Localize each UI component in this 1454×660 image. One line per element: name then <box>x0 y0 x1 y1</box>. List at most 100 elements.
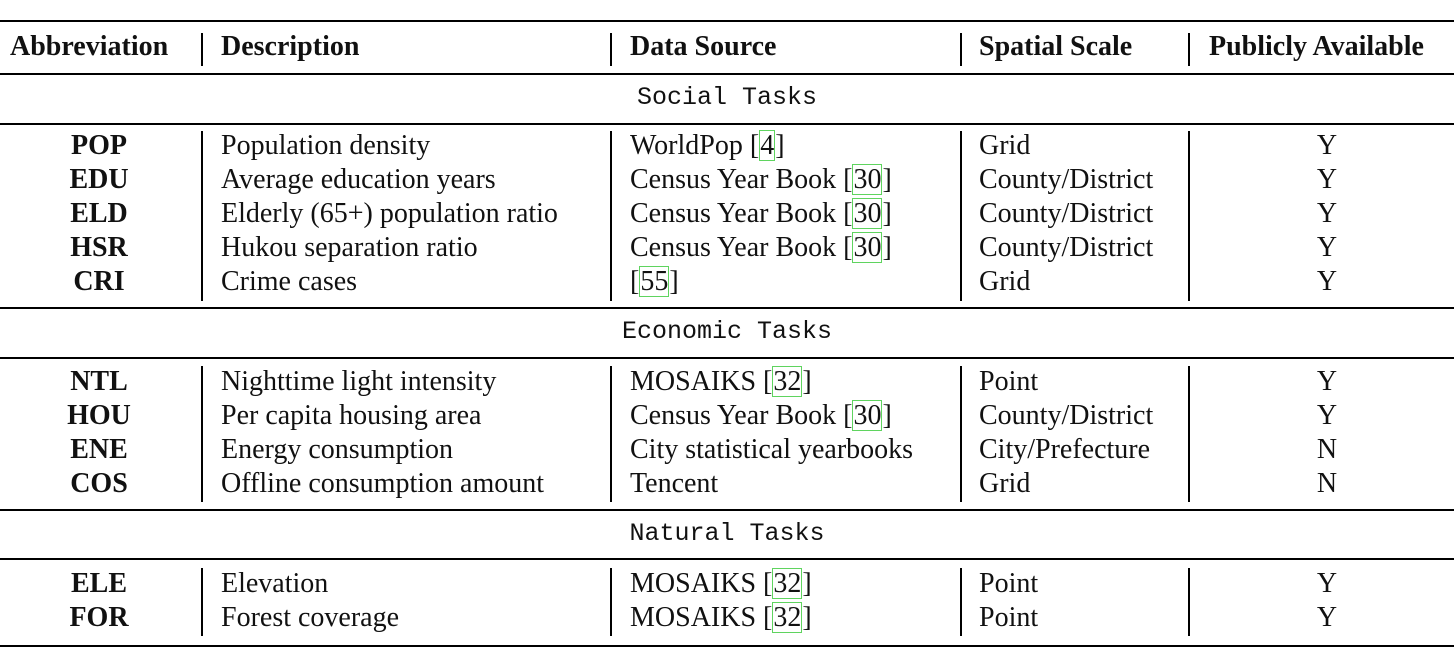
economic-divider <box>201 366 203 502</box>
header-spatial-scale: Spatial Scale <box>979 31 1133 62</box>
social-divider <box>201 131 203 301</box>
natural-divider <box>960 568 962 636</box>
citation-link[interactable]: 32 <box>772 568 803 599</box>
description-cell: Crime cases <box>221 266 358 297</box>
spatial-scale-cell: County/District <box>979 400 1154 431</box>
section-rule <box>0 509 1454 511</box>
description-cell: Forest coverage <box>221 602 400 633</box>
description-cell: Elevation <box>221 568 329 599</box>
data-source-cell: Census Year Book [30] <box>630 198 892 229</box>
table-row: ELD Elderly (65+) population ratio Censu… <box>0 197 1454 231</box>
header-abbreviation: Abbreviation <box>10 31 169 62</box>
table-row: COS Offline consumption amount Tencent G… <box>0 467 1454 501</box>
table-row: HSR Hukou separation ratio Census Year B… <box>0 231 1454 265</box>
publicly-available-cell: Y <box>1316 400 1338 431</box>
description-cell: Average education years <box>221 164 496 195</box>
abbreviation-cell: HOU <box>67 400 131 431</box>
section-rule <box>0 558 1454 560</box>
top-rule <box>0 20 1454 22</box>
table-row: CRI Crime cases [55] Grid Y <box>0 265 1454 299</box>
spatial-scale-cell: Point <box>979 602 1039 633</box>
table-row: FOR Forest coverage MOSAIKS [32] Point Y <box>0 601 1454 635</box>
publicly-available-cell: Y <box>1316 366 1338 397</box>
spatial-scale-cell: Point <box>979 568 1039 599</box>
table-row: EDU Average education years Census Year … <box>0 163 1454 197</box>
header-divider <box>610 33 612 66</box>
header-divider <box>1188 33 1190 66</box>
spatial-scale-cell: Point <box>979 366 1039 397</box>
publicly-available-cell: N <box>1316 468 1338 499</box>
spatial-scale-cell: County/District <box>979 198 1154 229</box>
spatial-scale-cell: Grid <box>979 266 1031 297</box>
citation-link[interactable]: 30 <box>852 164 883 195</box>
publicly-available-cell: Y <box>1316 266 1338 297</box>
citation-link[interactable]: 30 <box>852 198 883 229</box>
description-cell: Population density <box>221 130 431 161</box>
economic-divider <box>960 366 962 502</box>
natural-divider <box>1188 568 1190 636</box>
abbreviation-cell: ENE <box>70 434 128 465</box>
natural-divider <box>201 568 203 636</box>
table-row: NTL Nighttime light intensity MOSAIKS [3… <box>0 365 1454 399</box>
data-source-cell: Census Year Book [30] <box>630 400 892 431</box>
header-data-source: Data Source <box>630 31 777 62</box>
section-rule <box>0 123 1454 125</box>
data-source-cell: Tencent <box>630 468 719 499</box>
abbreviation-cell: ELD <box>70 198 128 229</box>
source-text: MOSAIKS <box>630 366 757 397</box>
spatial-scale-cell: Grid <box>979 130 1031 161</box>
data-source-cell: Census Year Book [30] <box>630 232 892 263</box>
publicly-available-cell: Y <box>1316 602 1338 633</box>
social-divider <box>960 131 962 301</box>
abbreviation-cell: NTL <box>70 366 128 397</box>
section-title-social: Social Tasks <box>636 83 818 112</box>
social-divider <box>610 131 612 301</box>
economic-divider <box>1188 366 1190 502</box>
table-row: HOU Per capita housing area Census Year … <box>0 399 1454 433</box>
citation-link[interactable]: 55 <box>639 266 670 297</box>
header-divider <box>960 33 962 66</box>
table-row: POP Population density WorldPop [4] Grid… <box>0 129 1454 163</box>
abbreviation-cell: EDU <box>69 164 129 195</box>
publicly-available-cell: Y <box>1316 568 1338 599</box>
citation-link[interactable]: 30 <box>852 400 883 431</box>
description-cell: Energy consumption <box>221 434 454 465</box>
publicly-available-cell: Y <box>1316 198 1338 229</box>
header-description: Description <box>221 31 360 62</box>
header-publicly-available: Publicly Available <box>1209 31 1424 62</box>
abbreviation-cell: COS <box>70 468 128 499</box>
data-source-cell: WorldPop [4] <box>630 130 785 161</box>
source-text: Census Year Book <box>630 232 837 263</box>
data-source-cell: MOSAIKS [32] <box>630 366 812 397</box>
data-source-cell: [55] <box>630 266 679 297</box>
table-row: ELE Elevation MOSAIKS [32] Point Y <box>0 567 1454 601</box>
citation-link[interactable]: 4 <box>759 130 776 161</box>
spatial-scale-cell: County/District <box>979 164 1154 195</box>
publicly-available-cell: N <box>1316 434 1338 465</box>
source-text: Census Year Book <box>630 164 837 195</box>
source-text: Census Year Book <box>630 400 837 431</box>
source-text: WorldPop <box>630 130 743 161</box>
abbreviation-cell: POP <box>71 130 127 161</box>
citation-link[interactable]: 32 <box>772 366 803 397</box>
header-rule <box>0 73 1454 75</box>
source-text: MOSAIKS <box>630 602 757 633</box>
section-rule <box>0 357 1454 359</box>
citation-link[interactable]: 32 <box>772 602 803 633</box>
social-divider <box>1188 131 1190 301</box>
publicly-available-cell: Y <box>1316 164 1338 195</box>
table-row: ENE Energy consumption City statistical … <box>0 433 1454 467</box>
natural-divider <box>610 568 612 636</box>
citation-link[interactable]: 30 <box>852 232 883 263</box>
bottom-rule <box>0 645 1454 647</box>
abbreviation-cell: FOR <box>69 602 129 633</box>
data-source-cell: Census Year Book [30] <box>630 164 892 195</box>
data-source-cell: City statistical yearbooks <box>630 434 914 465</box>
section-rule <box>0 307 1454 309</box>
section-title-economic: Economic Tasks <box>621 317 833 346</box>
data-source-cell: MOSAIKS [32] <box>630 602 812 633</box>
spatial-scale-cell: County/District <box>979 232 1154 263</box>
source-text: MOSAIKS <box>630 568 757 599</box>
spatial-scale-cell: City/Prefecture <box>979 434 1151 465</box>
description-cell: Nighttime light intensity <box>221 366 497 397</box>
